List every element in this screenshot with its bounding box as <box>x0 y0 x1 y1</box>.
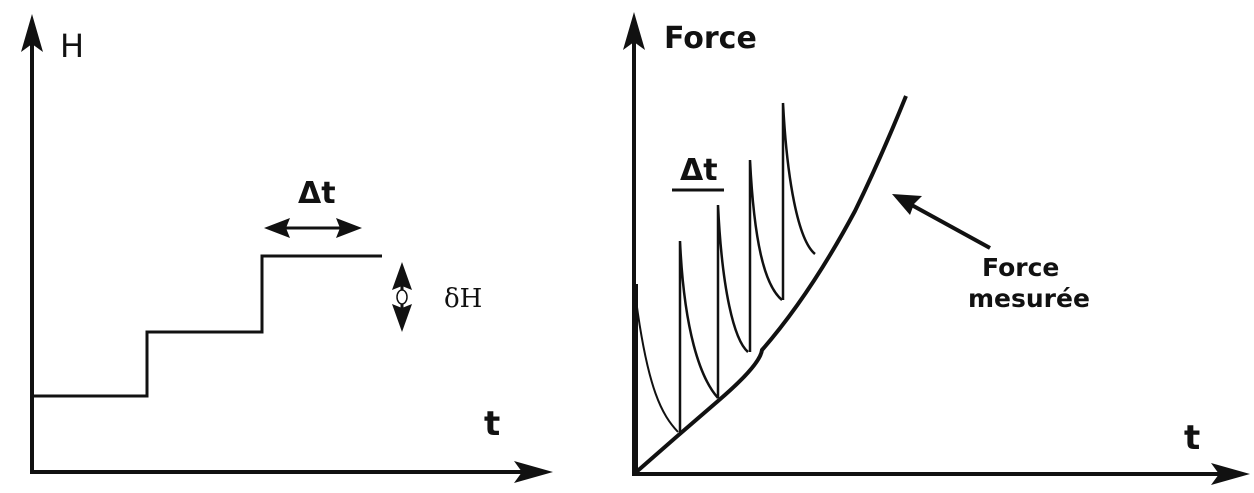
left-interval-label: Δt <box>298 176 336 211</box>
right-panel: Force t Δt Force mesurée <box>623 12 1250 485</box>
right-x-axis-arrow-icon <box>1211 463 1250 485</box>
relaxation-spikes <box>634 102 816 474</box>
relaxation-spike <box>678 240 719 432</box>
left-x-axis-label: t <box>484 404 500 444</box>
left-interval-arrow-right-icon <box>336 218 362 238</box>
step-height-arrow-up-icon <box>392 262 412 290</box>
left-x-axis <box>30 461 553 483</box>
right-y-axis-label: Force <box>664 21 757 56</box>
relaxation-spike <box>781 102 816 300</box>
right-x-axis <box>632 463 1250 485</box>
annotation-arrow <box>892 194 991 250</box>
staircase-curve <box>32 254 382 398</box>
step-height-label: δH <box>444 284 482 314</box>
left-y-axis <box>21 14 43 472</box>
step-height-arrow-down-icon <box>392 304 412 332</box>
measured-force-curve <box>632 95 908 476</box>
right-y-axis-arrow-icon <box>623 12 645 50</box>
relaxation-spike <box>716 204 749 398</box>
left-x-axis-arrow-icon <box>514 461 553 483</box>
right-x-axis-label: t <box>1184 418 1200 458</box>
left-panel: H t Δt δH <box>21 14 553 483</box>
right-interval-label: Δt <box>680 153 718 188</box>
left-y-axis-label: H <box>60 27 84 65</box>
annotation-line2: mesurée <box>968 284 1090 313</box>
left-y-axis-arrow-icon <box>21 14 43 52</box>
step-height-arrow <box>392 262 412 332</box>
relaxation-spike <box>635 299 679 433</box>
relaxation-spike <box>748 159 783 352</box>
left-interval-arrow-left-icon <box>264 218 290 238</box>
annotation-line1: Force <box>982 253 1059 282</box>
left-interval-arrow <box>264 218 362 238</box>
annotation-arrow-head-icon <box>892 194 922 215</box>
